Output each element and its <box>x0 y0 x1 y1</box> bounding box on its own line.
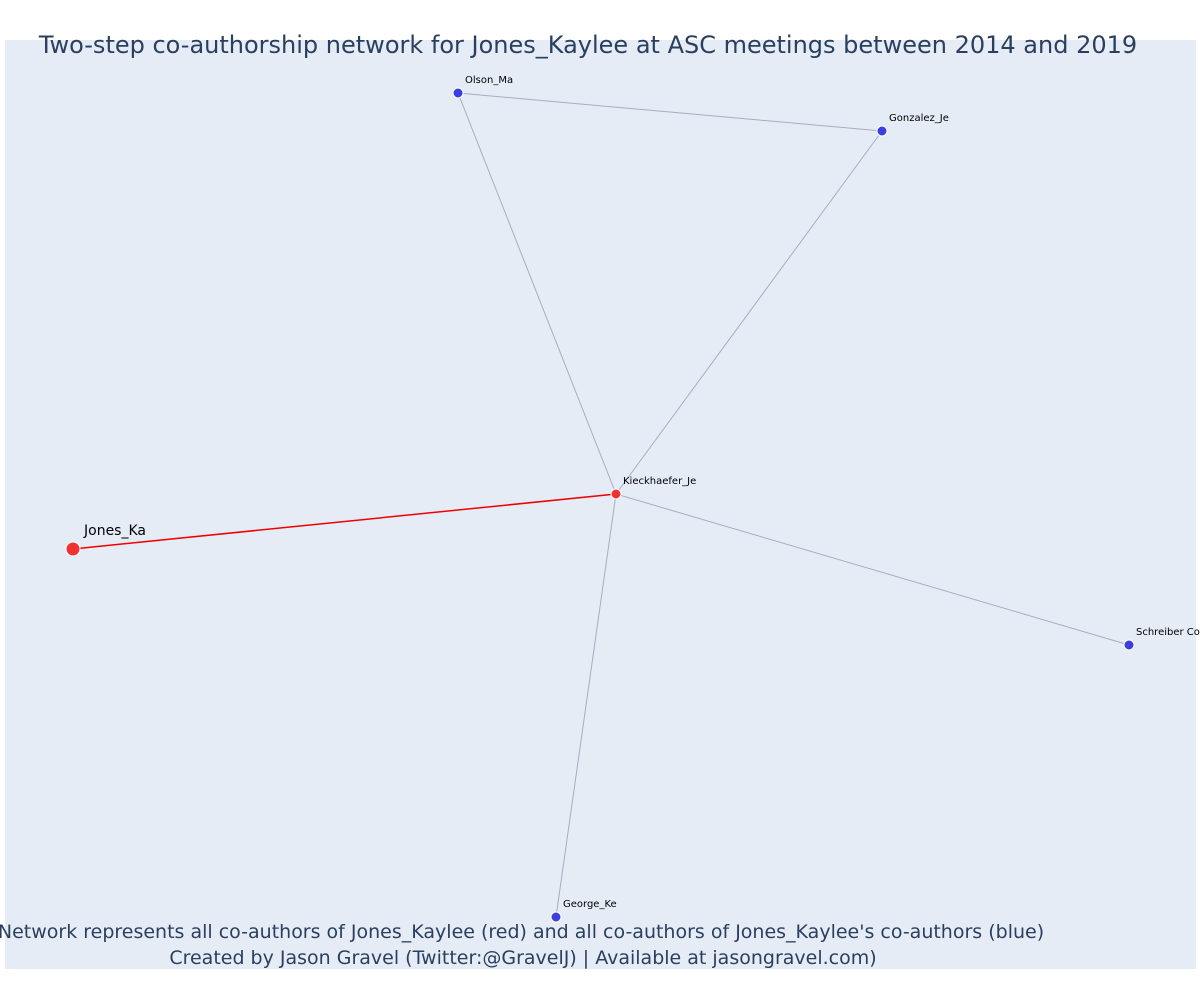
nodes-layer <box>65 87 1135 923</box>
caption-line-1: Network represents all co-authors of Jon… <box>0 921 1044 943</box>
node-label-Jones_Ka: Jones_Ka <box>83 523 146 539</box>
caption-line-2: Created by Jason Gravel (Twitter:@Gravel… <box>169 947 876 969</box>
node-Olson_Ma[interactable] <box>452 87 464 99</box>
node-Schreiber_Co[interactable] <box>1123 639 1135 651</box>
plot-area <box>5 40 1196 969</box>
node-label-George_Ke: George_Ke <box>563 899 617 910</box>
edges-layer <box>72 92 1130 918</box>
edge-Jones_Ka-Kieckhaefer_Je <box>72 493 617 550</box>
edge-Kieckhaefer_Je-Gonzalez_Je <box>615 130 883 495</box>
labels-layer: Jones_Ka Kieckhaefer_Je Olson_Ma Gonzalez_J… <box>83 75 1200 910</box>
chart-title: Two-step co-authorship network for Jones… <box>38 31 1137 59</box>
node-George_Ke[interactable] <box>550 911 562 923</box>
node-label-Schreiber_Co: Schreiber Co <box>1136 627 1200 638</box>
node-label-Gonzalez_Je: Gonzalez_Je <box>889 113 949 124</box>
edge-Olson_Ma-Gonzalez_Je <box>457 92 883 132</box>
node-label-Kieckhaefer_Je: Kieckhaefer_Je <box>623 476 696 487</box>
node-label-Olson_Ma: Olson_Ma <box>465 75 513 86</box>
node-Gonzalez_Je[interactable] <box>876 125 888 137</box>
edge-Kieckhaefer_Je-George_Ke <box>555 493 617 918</box>
edge-Kieckhaefer_Je-Schreiber_Co <box>615 493 1130 646</box>
edge-Kieckhaefer_Je-Olson_Ma <box>457 92 617 495</box>
node-Jones_Ka[interactable] <box>65 541 81 557</box>
node-Kieckhaefer_Je[interactable] <box>610 488 622 500</box>
